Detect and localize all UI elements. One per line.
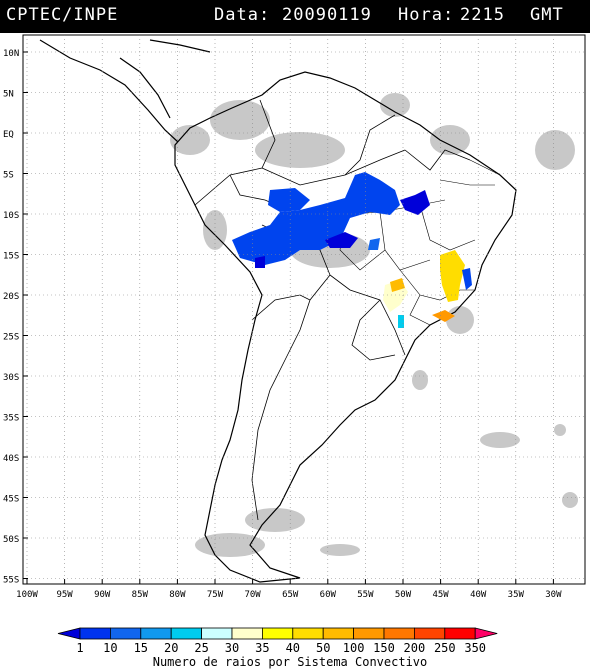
colorbar-value: 100 (343, 641, 365, 655)
graticule (23, 35, 585, 584)
lon-label-75W: 75W (207, 590, 224, 600)
lon-label-60W: 60W (320, 590, 337, 600)
colorbar-value: 50 (316, 641, 330, 655)
time-label: Hora: (398, 5, 455, 25)
lon-label-45W: 45W (432, 590, 449, 600)
colorbar-value: 1 (76, 641, 83, 655)
lon-label-90W: 90W (94, 590, 111, 600)
lightning-systems (232, 172, 472, 328)
colorbar-box (292, 627, 324, 640)
storm-cluster-east (462, 268, 472, 290)
time-value: 2215 (460, 5, 505, 25)
source-label: CPTEC/INPE (6, 5, 119, 25)
colorbar-value: 30 (225, 641, 239, 655)
colorbar-box (413, 627, 446, 640)
lon-label-95W: 95W (56, 590, 73, 600)
colorbar-box (231, 627, 263, 640)
colorbar-box (201, 627, 233, 640)
colorbar-value: 200 (404, 641, 426, 655)
colorbar-value: 20 (164, 641, 178, 655)
colorbar-box (110, 627, 142, 640)
colorbar-box (261, 627, 294, 640)
colorbar-value: 350 (464, 641, 486, 655)
lon-label-55W: 55W (357, 590, 374, 600)
storm-cluster-rio (432, 310, 455, 322)
lat-label-10S: 10S (3, 211, 19, 221)
lat-label-20S: 20S (3, 292, 19, 302)
storm-cluster-minas (440, 250, 465, 302)
lat-label-35S: 35S (3, 414, 19, 424)
lightning-map: 10N5NEQ5S10S15S20S25S30S35S40S45S50S55S … (3, 34, 586, 600)
storm-cluster-cyan (398, 315, 404, 328)
lat-label-30S: 30S (3, 373, 19, 383)
colorbar-caption: Numero de raios por Sistema Convectivo (153, 655, 428, 669)
colorbar-box (353, 627, 385, 640)
colorbar-box (170, 627, 202, 640)
lon-label-100W: 100W (16, 590, 38, 600)
storm-cluster-center (325, 232, 358, 248)
colorbar-arrow-left (57, 627, 81, 640)
colorbar-value: 25 (194, 641, 208, 655)
lon-label-40W: 40W (470, 590, 487, 600)
lon-label-80W: 80W (169, 590, 186, 600)
storm-cluster-small (368, 238, 380, 250)
colorbar-value: 250 (434, 641, 456, 655)
colorbar-arrow-right (474, 627, 498, 640)
lat-label-5S: 5S (3, 171, 14, 181)
latitude-labels: 10N 5N EQ 5S 10S 15S 20S 25S 30S 35S 40S 45S 50S 55S (3, 49, 28, 586)
storm-cluster-orange (390, 278, 405, 292)
lon-label-70W: 70W (244, 590, 261, 600)
colorbar: 1 10 15 20 25 30 35 40 50 100 150 200 250 350 Numero … (57, 627, 498, 669)
lat-label-45S: 45S (3, 495, 19, 505)
lon-label-30W: 30W (545, 590, 562, 600)
timezone-label: GMT (530, 5, 564, 25)
colorbar-box (140, 627, 172, 640)
lat-label-50S: 50S (3, 535, 19, 545)
colorbar-box (322, 627, 355, 640)
storm-cluster-west2 (255, 256, 265, 268)
colorbar-box (383, 627, 415, 640)
lat-label-40S: 40S (3, 454, 19, 464)
storm-cluster-amazon (232, 172, 400, 265)
lon-label-85W: 85W (132, 590, 149, 600)
storm-cluster-west (268, 188, 310, 212)
lat-label-15S: 15S (3, 252, 19, 262)
lon-label-65W: 65W (282, 590, 299, 600)
date-label: Data: (214, 5, 271, 25)
colorbar-value: 150 (373, 641, 395, 655)
lon-label-50W: 50W (395, 590, 412, 600)
colorbar-box (444, 627, 476, 640)
colorbar-value: 10 (103, 641, 117, 655)
date-value: 20090119 (282, 5, 372, 25)
storm-cluster-north (400, 190, 430, 215)
colorbar-boxes (57, 627, 498, 640)
lat-label-EQ: EQ (3, 130, 14, 140)
longitude-labels: 100W 95W 90W 85W 80W 75W 70W 65W 60W 55W 50W 45W 40W… (16, 579, 562, 600)
colorbar-box (79, 627, 111, 640)
map-header: CPTEC/INPE Data: 20090119 Hora: 2215 GMT (0, 0, 590, 33)
colorbar-labels: 1 10 15 20 25 30 35 40 50 100 150 200 250 350 (76, 641, 486, 655)
colorbar-value: 35 (255, 641, 269, 655)
lat-label-5N: 5N (3, 90, 14, 100)
lon-label-35W: 35W (508, 590, 525, 600)
lat-label-25S: 25S (3, 333, 19, 343)
south-america-coast (174, 71, 517, 583)
lat-label-10N: 10N (3, 49, 19, 59)
colorbar-value: 40 (286, 641, 300, 655)
central-america-coast (39, 39, 211, 143)
lat-label-55S: 55S (3, 576, 19, 586)
colorbar-value: 15 (134, 641, 148, 655)
map-frame (22, 34, 586, 585)
